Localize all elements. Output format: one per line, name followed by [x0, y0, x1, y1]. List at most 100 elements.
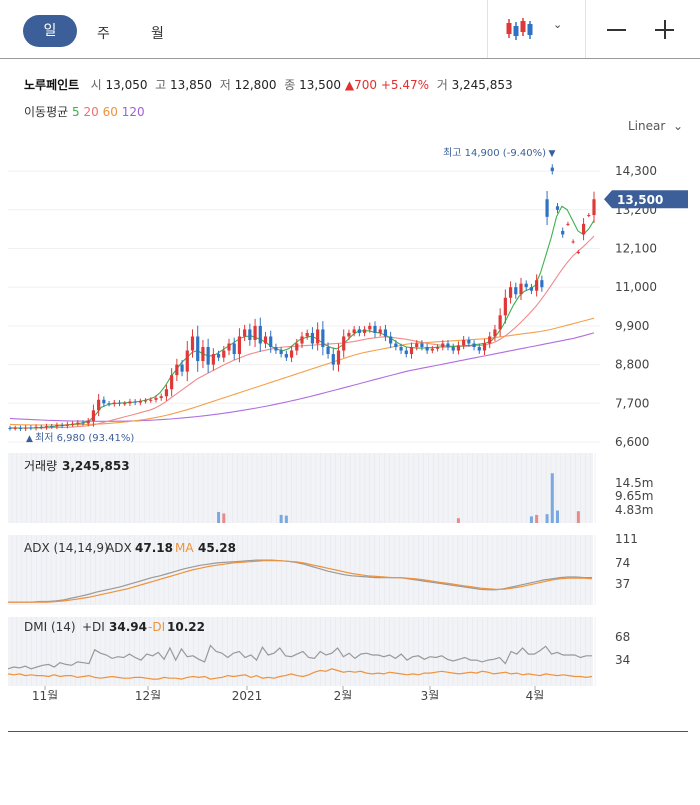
- plus-di-line: [7, 644, 592, 670]
- stock-chart[interactable]: 14,30013,20012,10011,0009,9008,8007,7006…: [0, 0, 700, 700]
- candle-body: [222, 350, 226, 358]
- ma60-legend: 60: [102, 105, 118, 119]
- adx-value: 47.18: [135, 541, 173, 555]
- candle-body: [409, 347, 414, 355]
- candle-body: [86, 420, 90, 424]
- candle-body: [399, 347, 403, 351]
- candle-body: [102, 399, 106, 404]
- price-tick-label: 11,000: [615, 280, 657, 294]
- x-tick-label: 2021: [232, 689, 263, 700]
- candle-body: [389, 336, 393, 344]
- volume-bar: [535, 514, 539, 523]
- candle-body: [488, 336, 492, 344]
- chevron-down-icon[interactable]: ⌄: [553, 18, 563, 31]
- x-tick-label: 3월: [421, 689, 440, 700]
- candle-body: [462, 339, 466, 346]
- candle-body: [482, 343, 487, 351]
- candle-body: [373, 325, 377, 333]
- candle-body: [503, 297, 507, 316]
- scale-mode-label: Linear: [628, 119, 666, 133]
- candle-body: [519, 283, 523, 295]
- price-tick-label: 7,700: [615, 396, 649, 410]
- candle-body: [477, 347, 481, 351]
- candle-body: [274, 347, 278, 351]
- plus-di-label: +DI: [82, 620, 105, 634]
- candle-body: [415, 343, 419, 348]
- candle-body: [378, 329, 382, 333]
- change-percent: +5.47%: [380, 78, 430, 92]
- ma5-legend: 5: [72, 105, 80, 119]
- candle-body: [237, 336, 242, 355]
- volume-bar: [529, 516, 533, 523]
- adx-tick-label: 37: [615, 577, 630, 591]
- candle-body: [232, 343, 236, 355]
- volume-bar: [222, 513, 226, 523]
- chart-bottom-divider: [8, 731, 688, 732]
- ma120-legend: 120: [121, 105, 145, 119]
- candle-body: [587, 215, 591, 217]
- low-label: 저: [219, 78, 231, 92]
- candle-body: [216, 354, 221, 358]
- candle-body: [227, 343, 231, 351]
- candle-body: [331, 354, 335, 365]
- candle-body: [117, 402, 122, 404]
- candle-body: [305, 332, 309, 337]
- price-tick-label: 6,600: [615, 435, 649, 449]
- volume-bar: [217, 511, 221, 523]
- candle-body: [425, 347, 429, 351]
- dmi-tick-label: 34: [615, 653, 630, 667]
- candle-body: [39, 426, 43, 428]
- candle-body: [159, 396, 163, 399]
- candle-body: [342, 336, 346, 351]
- ma60-line: [9, 317, 595, 426]
- toolbar-divider: [487, 0, 488, 58]
- adx-label: ADX: [106, 541, 132, 555]
- candle-body: [211, 354, 215, 365]
- candle-body: [441, 343, 445, 348]
- candle-body: [97, 399, 101, 411]
- tab-day[interactable]: 일: [23, 15, 77, 47]
- candle-body: [175, 364, 179, 376]
- toolbar-divider: [585, 0, 586, 58]
- candle-body: [34, 426, 38, 428]
- candle-body: [243, 329, 247, 337]
- candle-body: [206, 347, 210, 365]
- tab-week[interactable]: 주: [97, 26, 110, 42]
- candle-body: [279, 350, 283, 355]
- candle-body: [362, 329, 367, 333]
- volume-bar: [550, 473, 554, 523]
- chevron-down-icon: ⌄: [669, 119, 683, 133]
- candle-body: [70, 423, 75, 425]
- volume-bar: [279, 514, 283, 523]
- adx-panel: ADX (14,14,9)ADX 47.18 MA 45.28 111 74 37: [8, 532, 638, 605]
- candle-body: [29, 427, 33, 429]
- adx-tick-label: 111: [615, 532, 638, 546]
- minus-di-label: -DI: [148, 620, 165, 634]
- candle-body: [352, 329, 356, 333]
- minus-icon[interactable]: [607, 29, 626, 31]
- minus-di-value: 10.22: [167, 620, 205, 634]
- open-value: 13,050: [105, 78, 148, 92]
- adx-ma-line: [8, 560, 593, 603]
- minus-di-line: [7, 668, 593, 680]
- scale-mode-dropdown[interactable]: Linear ⌄: [628, 119, 683, 133]
- candlestick-icon[interactable]: [505, 16, 535, 42]
- candle-body: [472, 343, 476, 348]
- volume-value: 3,245,853: [451, 78, 513, 92]
- candle-body: [524, 283, 528, 288]
- candle-body: [81, 422, 85, 424]
- open-label: 시: [90, 78, 102, 92]
- up-triangle-icon: ▲: [26, 434, 33, 444]
- candle-body: [394, 343, 398, 348]
- candle-body: [545, 199, 549, 217]
- candle-body: [451, 347, 455, 351]
- ma20-legend: 20: [83, 105, 99, 119]
- candle-body: [357, 329, 361, 333]
- dmi-panel-bg: [8, 617, 593, 686]
- candle-body: [576, 252, 580, 254]
- x-axis: 11월 12월 2021 2월 3월 4월: [32, 686, 544, 700]
- candle-body: [508, 287, 513, 298]
- period-toolbar: 일 주 월 ⌄: [0, 0, 700, 59]
- stock-name: 노루페인트: [24, 78, 80, 92]
- tab-month[interactable]: 월: [151, 26, 164, 42]
